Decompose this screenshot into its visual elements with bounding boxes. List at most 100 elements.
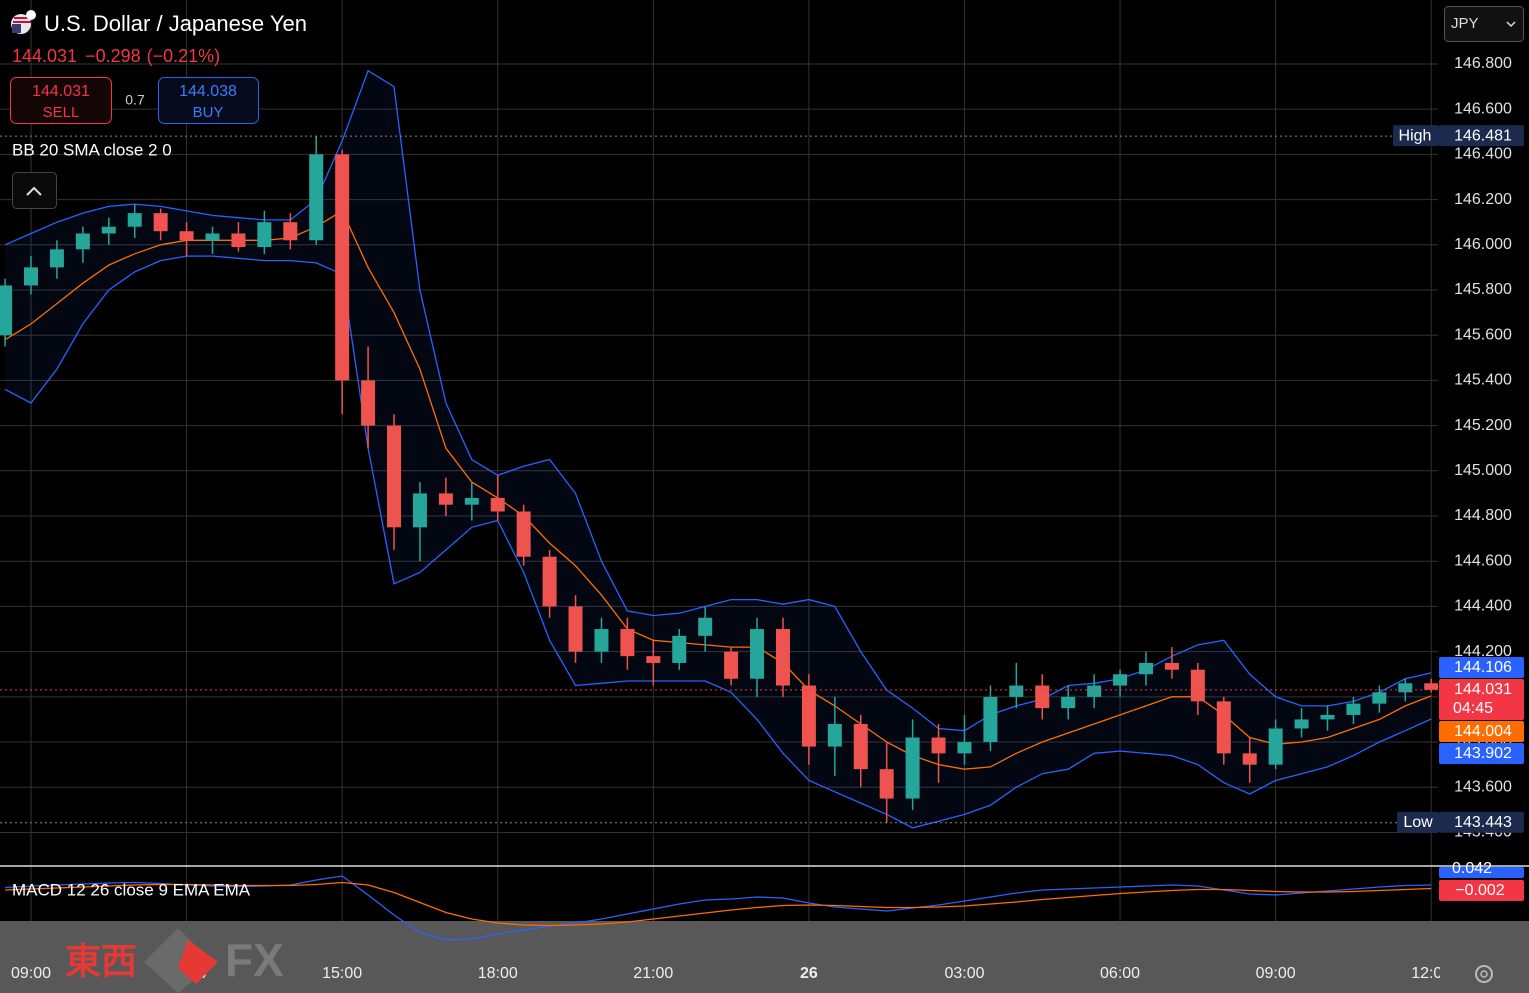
candle-body [1061, 696, 1076, 709]
candle-body [1372, 692, 1387, 704]
buy-box[interactable] [158, 77, 259, 124]
y-tick-label: 146.200 [1454, 191, 1512, 208]
candle-body [75, 233, 90, 250]
candle-body [542, 556, 557, 607]
sell-button[interactable]: 144.031 SELL [10, 77, 112, 124]
candle-body [24, 267, 38, 286]
y-tick-label: 144.200 [1454, 643, 1512, 660]
logo-shape [178, 940, 218, 984]
change: −0.298 [85, 46, 141, 66]
candle-body [412, 493, 427, 528]
candle-body [1320, 714, 1335, 720]
macd-hist-tag [1439, 880, 1524, 901]
y-tick-label: 145.200 [1454, 417, 1512, 434]
buy-price[interactable]: 144.038 [179, 83, 237, 100]
candle-body [438, 493, 453, 505]
macd-label: MACD 12 26 close 9 EMA EMA [12, 880, 251, 899]
buy-button[interactable]: 144.038 BUY [158, 77, 259, 124]
candle-body [205, 233, 220, 241]
candle-body [516, 511, 531, 557]
candle-body [853, 723, 868, 770]
candle-body [1424, 683, 1438, 690]
candle-body [1138, 662, 1153, 675]
candle-body [775, 629, 790, 686]
grid [0, 0, 1438, 945]
bb-lower [4, 255, 1432, 829]
x-tick-label: 26 [800, 965, 818, 982]
bb-upper [4, 69, 1432, 732]
bb-lower-tag [1439, 743, 1524, 764]
y-tick-label: 145.800 [1454, 281, 1512, 298]
macd-tag-value: 0.042 [1452, 860, 1492, 877]
collapse-box[interactable] [12, 172, 57, 209]
x-tick-label: 15:00 [322, 965, 362, 982]
watermark-right: FX [225, 934, 284, 986]
candle-body [620, 629, 635, 657]
bb-basis-tag [1439, 721, 1524, 742]
low-value-tag [1439, 811, 1524, 833]
candle-body [724, 651, 739, 679]
candle-body [231, 233, 246, 248]
sell-price[interactable]: 144.031 [32, 83, 90, 100]
bb-upper-tag [1439, 657, 1524, 678]
dropdown-chevron[interactable] [1506, 21, 1516, 28]
candle-body [153, 213, 168, 232]
bb-lower-value: 143.902 [1454, 745, 1512, 762]
dropdown-box[interactable] [1444, 6, 1524, 42]
y-tick-label: 145.000 [1454, 462, 1512, 479]
candle-body [1216, 701, 1231, 754]
bb-label: BB 20 SMA close 2 0 [12, 140, 172, 159]
candle-body [568, 606, 583, 652]
candle-body [801, 685, 816, 747]
sell-box[interactable] [10, 77, 112, 124]
y-tick-label: 143.600 [1454, 778, 1512, 795]
y-tick-label: 146.000 [1454, 236, 1512, 253]
last-price-value: 144.031 [1454, 681, 1512, 698]
gear-center[interactable] [1480, 970, 1488, 978]
candle-body [1087, 685, 1102, 697]
candle-body [49, 249, 64, 268]
y-tick-label: 146.800 [1454, 55, 1512, 72]
candle-body [335, 154, 350, 381]
x-tick-label: 03:00 [944, 965, 984, 982]
last-price: 144.031 [12, 46, 77, 66]
candle-body [879, 769, 894, 799]
change-pct: (−0.21%) [147, 46, 221, 66]
candle-body [1268, 728, 1283, 765]
collapse-button[interactable] [12, 172, 57, 209]
x-tick-label: 06:00 [1100, 965, 1140, 982]
candle-body [101, 226, 116, 234]
buy-label[interactable]: BUY [193, 104, 224, 121]
sell-label[interactable]: SELL [43, 104, 80, 121]
x-tick-label: 21:00 [633, 965, 673, 982]
candle-body [905, 737, 920, 799]
macd-signal [5, 881, 1432, 927]
y-tick-label: 146.600 [1454, 100, 1512, 117]
x-tick-label: 12:00 [1411, 965, 1451, 982]
currency[interactable]: JPY [1451, 15, 1479, 32]
low-tag [1397, 811, 1439, 833]
candle-body [698, 617, 713, 636]
low-value: 143.443 [1454, 814, 1512, 831]
gear-icon[interactable] [1475, 965, 1493, 983]
candle-body [1242, 753, 1257, 765]
y-tick-label: 144.600 [1454, 552, 1512, 569]
chevron-up[interactable] [26, 186, 42, 196]
candle-body [1164, 662, 1179, 670]
y-tick-label: 146.400 [1454, 146, 1512, 163]
quote-line: 144.031 −0.298 (−0.21%) [12, 46, 220, 66]
currency-dropdown[interactable]: JPY [1444, 6, 1524, 42]
candle-body [179, 231, 194, 241]
candle-body [1294, 719, 1309, 729]
macd-line [5, 875, 1432, 941]
candle-body [957, 742, 972, 754]
flag-canton [12, 24, 21, 33]
candle-body [1190, 669, 1205, 702]
candle-body [646, 656, 661, 663]
candle-body [1035, 685, 1050, 709]
settings-button[interactable] [1475, 965, 1493, 983]
high-value: 146.481 [1454, 127, 1512, 144]
candle-body [309, 154, 324, 241]
candle-body [1113, 674, 1128, 686]
